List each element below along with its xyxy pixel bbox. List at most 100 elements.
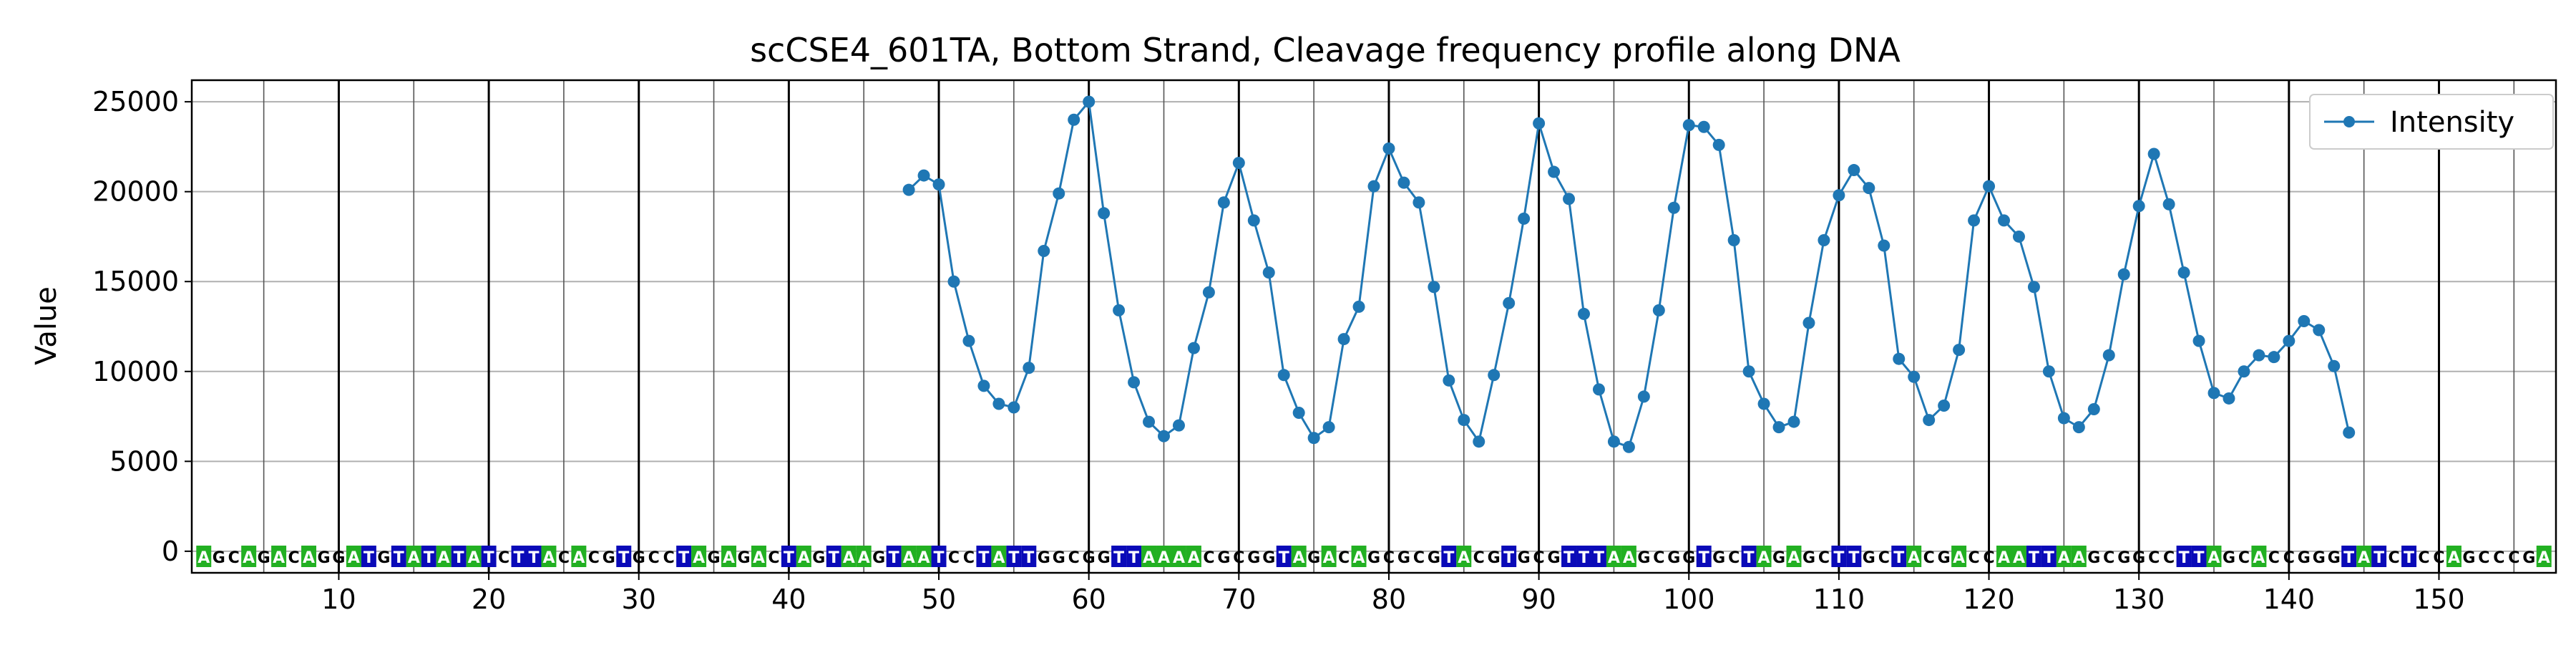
base-letter: A — [1353, 549, 1365, 567]
data-point — [2042, 365, 2055, 378]
base-letter: G — [1098, 549, 1111, 567]
base-letter: C — [1983, 549, 1994, 567]
base-letter: C — [2508, 549, 2519, 567]
base-letter: G — [1367, 549, 1380, 567]
data-point — [2147, 148, 2160, 160]
x-tick-label: 100 — [1663, 584, 1715, 615]
base-cell — [466, 546, 482, 567]
base-cell — [2176, 546, 2192, 567]
data-point — [1878, 239, 1890, 252]
base-letter: G — [737, 549, 750, 567]
base-cell — [901, 546, 917, 567]
data-point — [1428, 281, 1440, 294]
base-cell — [511, 546, 527, 567]
base-cell — [2371, 546, 2387, 567]
base-letter: C — [2238, 549, 2250, 567]
data-point — [1968, 214, 1981, 227]
data-point — [1727, 233, 1740, 246]
data-point — [1983, 180, 1996, 193]
legend-marker-sample — [2343, 116, 2355, 127]
data-point — [1578, 307, 1591, 320]
data-point — [2238, 365, 2250, 378]
base-cell — [301, 546, 317, 567]
data-point — [1818, 233, 1830, 246]
x-tick-label: 70 — [1221, 584, 1256, 615]
data-point — [1533, 117, 1546, 130]
base-letter: T — [934, 549, 945, 567]
base-cell — [886, 546, 902, 567]
y-tick-label: 20000 — [92, 176, 179, 208]
base-letter: G — [1518, 549, 1531, 567]
base-letter: G — [2223, 549, 2235, 567]
data-point — [1548, 165, 1561, 178]
data-point — [1247, 214, 1260, 227]
base-letter: A — [1143, 549, 1155, 567]
y-tick-label: 15000 — [92, 266, 179, 297]
x-tick-label: 110 — [1813, 584, 1865, 615]
data-point — [1397, 176, 1410, 189]
data-point — [1787, 415, 1800, 428]
base-letter: C — [1728, 549, 1740, 567]
data-point — [1923, 414, 1936, 427]
base-letter: A — [1608, 549, 1620, 567]
data-point — [1488, 369, 1501, 382]
x-tick-label: 90 — [1521, 584, 1556, 615]
base-cell — [931, 546, 947, 567]
data-point — [2207, 387, 2220, 400]
base-letter: G — [258, 549, 270, 567]
base-letter: A — [2058, 549, 2070, 567]
base-letter: T — [1443, 549, 1454, 567]
base-cell — [1996, 546, 2011, 567]
base-cell — [2056, 546, 2072, 567]
base-cell — [751, 546, 766, 567]
data-point — [2102, 349, 2115, 362]
base-cell — [781, 546, 796, 567]
base-letter: C — [2418, 549, 2429, 567]
data-point — [2057, 412, 2070, 425]
base-letter: G — [1667, 549, 1680, 567]
base-letter: C — [2433, 549, 2444, 567]
data-point — [1322, 421, 1335, 434]
base-cell — [346, 546, 361, 567]
base-letter: C — [648, 549, 660, 567]
base-cell — [826, 546, 841, 567]
base-letter: G — [1083, 549, 1096, 567]
base-cell — [1696, 546, 1712, 567]
data-point — [1382, 142, 1395, 155]
base-letter: C — [588, 549, 600, 567]
base-letter: G — [1488, 549, 1501, 567]
base-letter: A — [1998, 549, 2010, 567]
base-letter: A — [2358, 549, 2370, 567]
base-letter: A — [572, 549, 585, 567]
base-letter: C — [2493, 549, 2504, 567]
base-cell — [2011, 546, 2026, 567]
base-letter: T — [2194, 549, 2205, 567]
data-point — [1712, 138, 1725, 151]
base-letter: C — [2163, 549, 2175, 567]
base-cell — [1591, 546, 1606, 567]
base-letter: G — [2522, 549, 2535, 567]
base-letter: A — [1188, 549, 1200, 567]
base-letter: A — [348, 549, 360, 567]
data-point — [1113, 304, 1126, 316]
base-letter: T — [829, 549, 839, 567]
base-letter: C — [288, 549, 299, 567]
x-tick-label: 30 — [622, 584, 656, 615]
base-cell — [1291, 546, 1307, 567]
base-letter: C — [1818, 549, 1830, 567]
base-cell — [1846, 546, 1862, 567]
base-letter: T — [1113, 549, 1124, 567]
data-point — [2012, 230, 2025, 243]
data-point — [1622, 440, 1635, 453]
data-point — [1742, 365, 1755, 378]
base-letter: C — [1203, 549, 1214, 567]
data-point — [1908, 370, 1921, 383]
x-tick-label: 130 — [2113, 584, 2165, 615]
base-letter: A — [468, 549, 480, 567]
base-cell — [1351, 546, 1367, 567]
data-point — [1592, 383, 1605, 396]
base-letter: T — [2404, 549, 2414, 567]
data-point — [1503, 296, 1516, 309]
base-letter: G — [1247, 549, 1260, 567]
